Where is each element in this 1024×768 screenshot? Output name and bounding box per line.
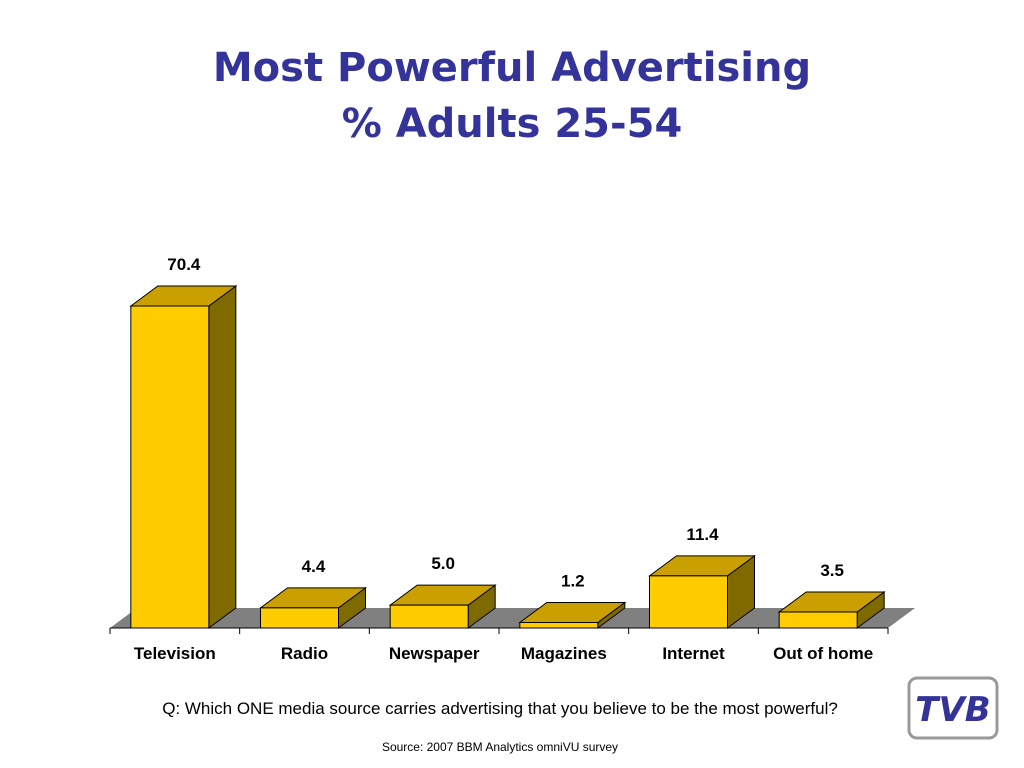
category-label-magazines: Magazines xyxy=(521,644,607,663)
source-note: Source: 2007 BBM Analytics omniVU survey xyxy=(381,740,619,754)
bar-radio xyxy=(258,586,368,629)
bar-internet xyxy=(647,554,757,629)
tvb-logo: TVB xyxy=(907,676,999,740)
tvb-logo-text: TVB xyxy=(915,690,990,730)
title-line-2: % Adults 25-54 xyxy=(341,101,683,147)
data-label-internet: 11.4 xyxy=(686,525,719,544)
bar-television xyxy=(129,285,238,629)
bar-front xyxy=(130,305,210,629)
data-label-television: 70.4 xyxy=(167,255,201,274)
bar-front xyxy=(389,604,469,629)
category-label-radio: Radio xyxy=(281,644,328,663)
bar-front xyxy=(649,575,728,629)
chart-title: Most Powerful Advertising % Adults 25-54 xyxy=(0,40,1024,152)
bar-chart: 70.4 Television 4.4 Radio 5.0 Newspaper 1.2 Mag… xyxy=(109,255,915,663)
survey-question: Q: Which ONE media source carries advert… xyxy=(162,699,838,718)
category-label-out-of-home: Out of home xyxy=(773,644,873,663)
category-label-internet: Internet xyxy=(662,644,725,663)
title-line-1: Most Powerful Advertising xyxy=(212,45,812,91)
category-label-television: Television xyxy=(134,644,216,663)
data-label-out-of-home: 3.5 xyxy=(820,561,844,580)
bar-front xyxy=(260,607,339,629)
data-label-newspaper: 5.0 xyxy=(431,554,455,573)
data-label-magazines: 1.2 xyxy=(561,572,585,591)
bar-magazines xyxy=(518,601,627,629)
category-label-newspaper: Newspaper xyxy=(389,644,480,663)
bar-newspaper xyxy=(388,584,497,629)
bar-front xyxy=(519,622,599,629)
data-label-radio: 4.4 xyxy=(302,557,326,576)
bar-front xyxy=(778,611,858,629)
bar-side xyxy=(208,285,237,629)
